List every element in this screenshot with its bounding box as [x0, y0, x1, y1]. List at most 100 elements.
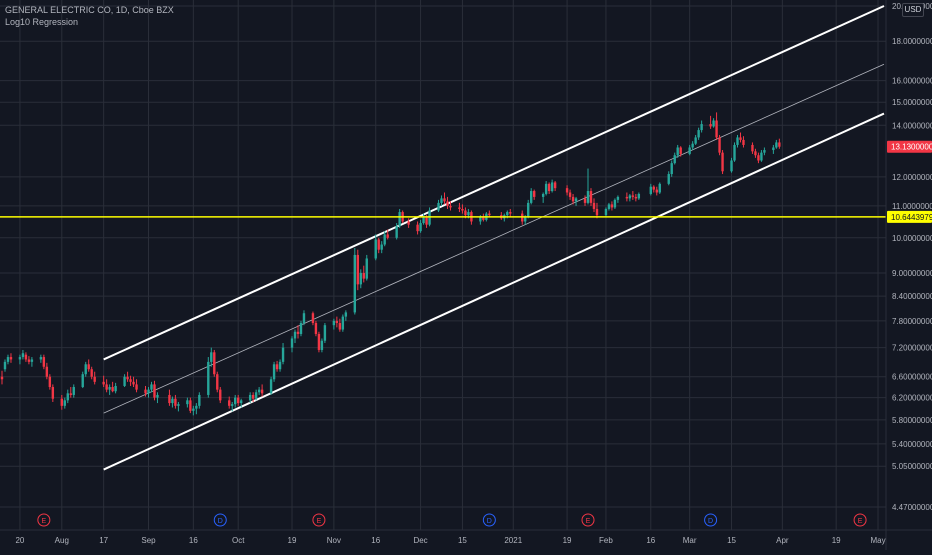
- candle: [509, 208, 512, 217]
- dividend-marker[interactable]: D: [213, 513, 227, 527]
- candle-body: [509, 212, 512, 214]
- candle-body: [464, 210, 467, 216]
- candle-body: [446, 201, 449, 206]
- currency-button[interactable]: USD: [902, 3, 924, 17]
- candle-body: [198, 394, 201, 406]
- candle: [177, 401, 180, 412]
- symbol-title[interactable]: GENERAL ELECTRIC CO, 1D, Cboe BZX: [5, 5, 174, 15]
- candle-body: [589, 191, 593, 203]
- candle-body: [443, 198, 446, 202]
- candle: [195, 403, 198, 415]
- candle-body: [234, 397, 237, 405]
- candle: [667, 171, 670, 186]
- candle: [574, 196, 578, 206]
- candle-body: [51, 387, 55, 399]
- price-axis[interactable]: 20.0000000018.0000000016.0000000015.0000…: [885, 0, 932, 550]
- candle: [356, 249, 359, 291]
- candle-body: [126, 376, 129, 380]
- candle: [150, 381, 153, 393]
- candle: [772, 144, 775, 154]
- y-tick-label: 5.80000000: [892, 416, 932, 425]
- candle-body: [437, 202, 440, 211]
- candle-body: [260, 389, 264, 394]
- candle-body: [637, 193, 641, 199]
- candle: [778, 138, 781, 149]
- candle-body: [625, 196, 629, 199]
- earnings-marker[interactable]: E: [853, 513, 867, 527]
- candle-body: [425, 216, 428, 225]
- candle-body: [718, 137, 721, 153]
- candle: [613, 198, 617, 209]
- candle-body: [679, 147, 682, 154]
- candle: [532, 189, 536, 200]
- candle-body: [631, 195, 635, 197]
- x-tick-label: 16: [371, 536, 380, 545]
- candle-body: [362, 273, 365, 279]
- candle-body: [216, 374, 219, 390]
- y-tick-label: 15.00000000: [892, 98, 932, 107]
- event-circle: [312, 513, 326, 527]
- dividend-marker[interactable]: D: [704, 513, 718, 527]
- earnings-marker[interactable]: E: [37, 513, 51, 527]
- time-axis[interactable]: 20 Aug 17 Sep 16 Oct 19 Nov 16 Dec 15 2021 19 Feb 16 Ma…: [0, 529, 932, 545]
- candle-body: [691, 143, 694, 148]
- candle: [174, 394, 177, 409]
- candle: [754, 148, 757, 158]
- y-tick-label: 7.20000000: [892, 344, 932, 353]
- candle: [72, 384, 75, 398]
- earnings-marker[interactable]: E: [581, 513, 595, 527]
- candle-body: [135, 384, 138, 390]
- candle: [189, 397, 192, 414]
- y-tick-label: 6.60000000: [892, 373, 932, 382]
- candle: [231, 401, 234, 412]
- candle: [586, 168, 590, 205]
- last-price-label-bg: [887, 140, 932, 153]
- candle-body: [335, 320, 339, 324]
- y-tick-label: 12.00000000: [892, 173, 932, 182]
- dividend-marker[interactable]: D: [482, 513, 496, 527]
- candle: [398, 208, 401, 228]
- candle-body: [39, 357, 43, 360]
- candle: [488, 210, 491, 217]
- candle-body: [0, 376, 4, 380]
- candle-body: [482, 216, 485, 220]
- candle-body: [751, 144, 754, 152]
- candle: [60, 394, 63, 410]
- earnings-marker[interactable]: E: [312, 513, 326, 527]
- regression-upper-line[interactable]: [103, 5, 885, 361]
- candle: [93, 371, 96, 385]
- chart-legend: GENERAL ELECTRIC CO, 1D, Cboe BZX Log10 …: [5, 4, 174, 28]
- regression-middle-line[interactable]: [103, 63, 885, 414]
- candle-body: [604, 208, 608, 216]
- x-tick-label: Nov: [327, 536, 341, 545]
- candle-body: [42, 357, 46, 367]
- candle-body: [299, 323, 303, 334]
- candle-body: [69, 393, 72, 395]
- candle-body: [344, 312, 348, 317]
- x-tick-label: 19: [832, 536, 841, 545]
- candle: [269, 376, 273, 395]
- event-circle: [704, 513, 718, 527]
- candle-body: [272, 364, 276, 380]
- regression-lower-line[interactable]: [103, 112, 885, 471]
- x-tick-label: 17: [99, 536, 108, 545]
- candle-body: [156, 394, 159, 398]
- candle: [207, 357, 210, 398]
- candle: [126, 371, 129, 382]
- candle: [589, 188, 593, 206]
- candle-body: [757, 155, 760, 161]
- candle-body: [775, 142, 778, 148]
- indicator-title[interactable]: Log10 Regression: [5, 17, 79, 27]
- candle: [736, 134, 739, 148]
- candle-body: [613, 199, 617, 208]
- candle-body: [213, 352, 216, 375]
- candle: [419, 219, 422, 233]
- candle: [51, 384, 55, 402]
- event-circle: [37, 513, 51, 527]
- x-tick-label: 2021: [504, 536, 522, 545]
- event-circle: [853, 513, 867, 527]
- candle: [652, 185, 655, 193]
